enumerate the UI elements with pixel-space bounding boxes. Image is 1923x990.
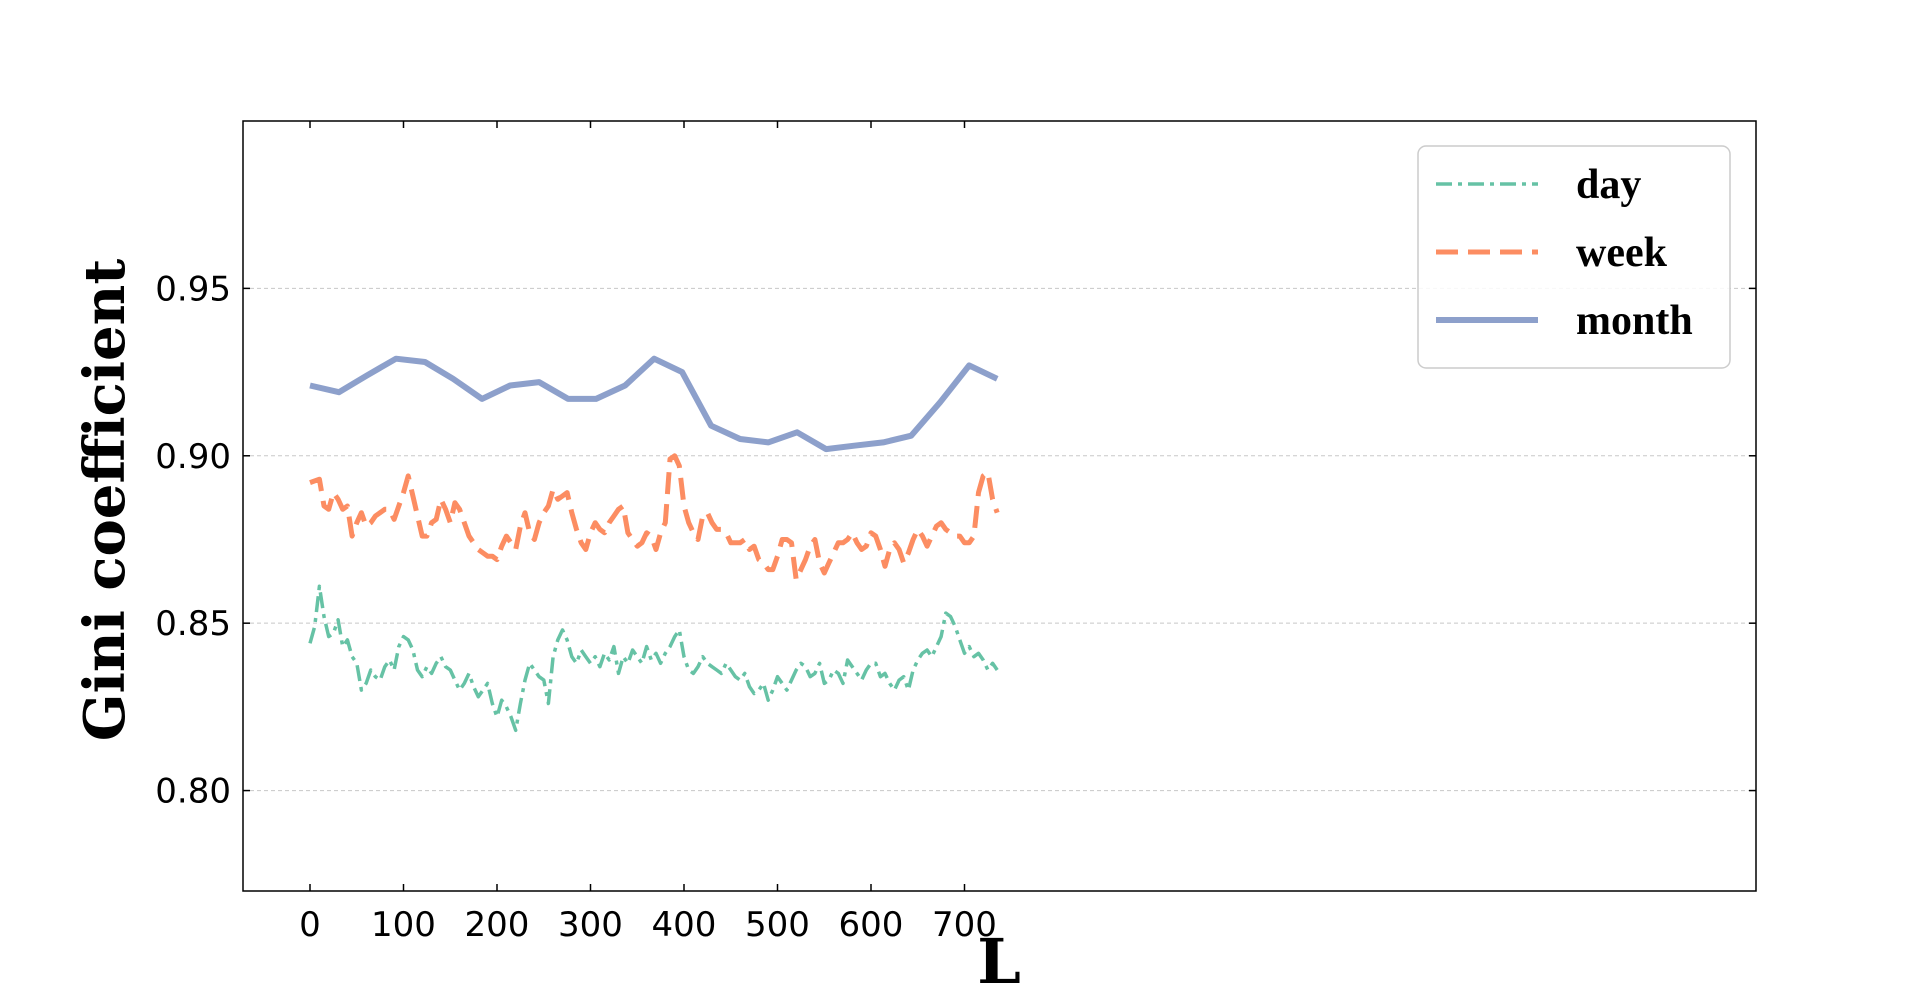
series-line-week xyxy=(309,453,1000,583)
plot-frame xyxy=(242,120,1757,892)
y-axis-title: Gini coefficient xyxy=(72,259,138,742)
y-axis-ticks: 0.80 0.85 0.90 0.95 xyxy=(155,269,1756,812)
x-tick-label: 0 xyxy=(299,905,321,945)
y-tick-label: 0.80 xyxy=(155,772,231,812)
x-tick-label: 100 xyxy=(371,905,436,945)
series-line-month xyxy=(309,355,999,453)
x-tick-label: 300 xyxy=(558,905,623,945)
y-tick-label: 0.95 xyxy=(155,269,231,309)
x-tick-label: 500 xyxy=(745,905,810,945)
legend-label-month: month xyxy=(1576,298,1693,344)
y-tick-label: 0.85 xyxy=(155,604,231,644)
x-tick-label: 200 xyxy=(465,905,530,945)
y-tick-label: 0.90 xyxy=(155,437,231,477)
legend-label-week: week xyxy=(1576,230,1668,276)
series-lines xyxy=(308,355,1000,733)
x-axis-title: L xyxy=(977,925,1021,990)
series-line-day xyxy=(308,584,999,733)
x-tick-label: 600 xyxy=(839,905,904,945)
x-axis-ticks: 0 100 200 300 400 500 600 700 xyxy=(299,121,997,945)
x-tick-label: 700 xyxy=(932,905,997,945)
x-tick-label: 400 xyxy=(652,905,717,945)
legend: day week month xyxy=(1417,145,1731,369)
legend-box xyxy=(1417,145,1731,369)
legend-label-day: day xyxy=(1576,162,1641,208)
